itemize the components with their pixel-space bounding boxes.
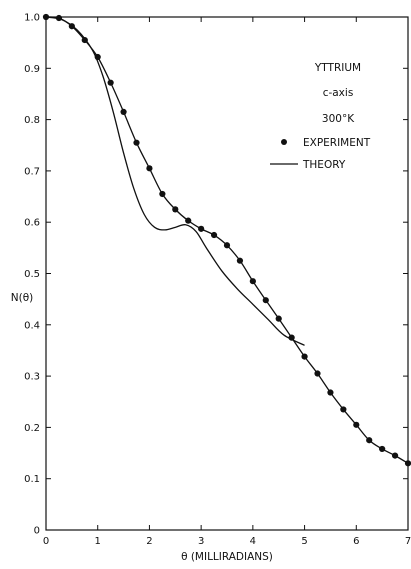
y-tick-labels: 0 0.1 0.2 0.3 0.4 0.5 0.6 0.7 0.8 0.9 1.0 xyxy=(24,13,40,537)
data-point-experiment xyxy=(198,225,205,232)
y-tick-label: 0 xyxy=(34,526,40,537)
data-point-experiment xyxy=(172,206,179,213)
data-point-experiment xyxy=(262,297,269,304)
data-point-experiment xyxy=(249,278,256,285)
y-tick-label: 0.8 xyxy=(24,115,40,126)
data-point-experiment xyxy=(391,452,399,459)
x-tick-label: 2 xyxy=(146,536,152,547)
legend-label-theory: THEORY xyxy=(302,159,346,171)
x-tick-labels: 0 1 2 3 4 5 6 7 xyxy=(43,536,411,547)
legend: EXPERIMENT THEORY xyxy=(270,137,371,171)
legend-label-experiment: EXPERIMENT xyxy=(303,137,371,149)
y-tick-label: 0.7 xyxy=(24,166,40,177)
series-line-theory xyxy=(45,16,305,346)
data-point-experiment xyxy=(314,370,321,377)
x-tick-label: 1 xyxy=(95,536,101,547)
annotation-element: YTTRIUM xyxy=(314,62,361,74)
x-tick-label: 7 xyxy=(405,536,411,547)
x-tick-label: 5 xyxy=(301,536,307,547)
y-tick-label: 0.3 xyxy=(24,372,40,383)
y-tick-label: 0.9 xyxy=(24,64,40,75)
x-tick-label: 0 xyxy=(43,536,49,547)
y-tick-label: 1.0 xyxy=(24,13,40,24)
annotation-axis: c-axis xyxy=(323,87,354,99)
x-tick-label: 4 xyxy=(250,536,256,547)
y-tick-label: 0.2 xyxy=(24,423,40,434)
annotation-temperature: 300°K xyxy=(322,113,355,125)
series-layer xyxy=(42,13,411,467)
data-point-experiment xyxy=(340,406,347,413)
series-line-experiment xyxy=(45,16,409,464)
data-point-experiment xyxy=(120,108,127,116)
data-point-experiment xyxy=(353,421,360,428)
y-axis-title: N(θ) xyxy=(11,292,33,304)
data-point-experiment xyxy=(366,437,373,444)
data-point-experiment xyxy=(404,460,411,467)
data-point-experiment xyxy=(159,190,166,198)
data-point-experiment xyxy=(146,165,153,172)
data-point-experiment xyxy=(236,257,244,264)
x-tick-label: 6 xyxy=(353,536,359,547)
data-point-experiment xyxy=(301,353,308,360)
data-point-experiment xyxy=(107,79,114,86)
plot-frame xyxy=(45,16,409,531)
data-point-experiment xyxy=(185,217,192,224)
y-tick-label: 0.5 xyxy=(24,269,40,280)
legend-marker-experiment xyxy=(281,139,287,145)
data-point-experiment xyxy=(379,445,386,453)
data-point-experiment xyxy=(275,315,282,322)
data-point-experiment xyxy=(210,231,218,239)
x-tick-label: 3 xyxy=(198,536,204,547)
axis-ticks xyxy=(45,16,409,531)
y-tick-label: 0.1 xyxy=(24,474,40,485)
y-tick-label: 0.6 xyxy=(24,218,40,229)
x-axis-title: θ (MILLIRADIANS) xyxy=(181,551,273,563)
data-point-experiment xyxy=(133,139,140,146)
data-point-experiment xyxy=(223,242,231,249)
data-point-experiment xyxy=(327,389,334,396)
y-tick-label: 0.4 xyxy=(24,320,40,331)
